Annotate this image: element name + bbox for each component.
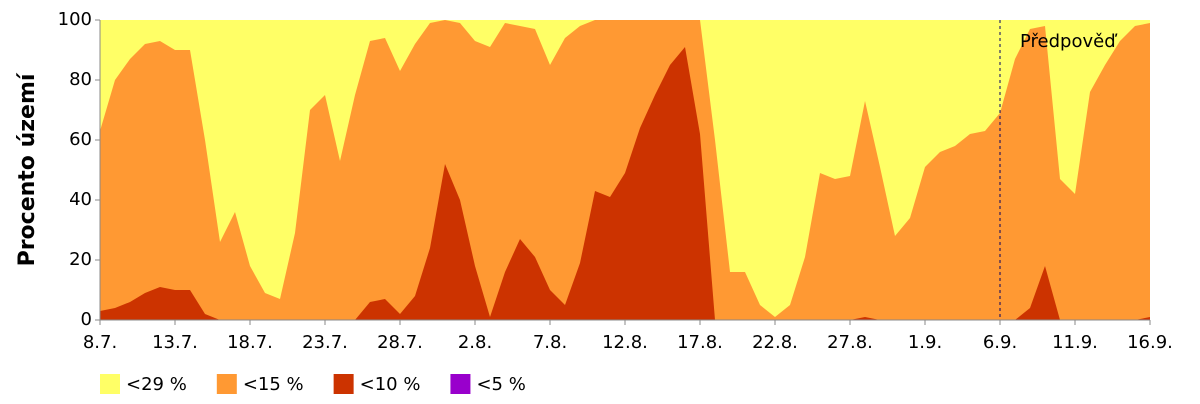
y-tick-label: 60 <box>69 129 92 150</box>
y-axis-label: Procento území <box>15 72 40 266</box>
x-tick-label: 6.9. <box>983 332 1017 353</box>
y-tick-label: 100 <box>58 9 92 30</box>
legend-swatch <box>216 374 237 394</box>
x-tick-label: 28.7. <box>377 332 423 353</box>
area <box>100 20 1150 320</box>
area <box>100 47 1150 320</box>
x-tick-label: 27.8. <box>827 332 873 353</box>
legend-swatch <box>333 374 354 394</box>
legend-label: <5 % <box>476 374 525 395</box>
legend-swatch <box>100 374 120 394</box>
x-tick-label: 8.7. <box>83 332 117 353</box>
x-tick-label: 22.8. <box>752 332 798 353</box>
legend-label: <10 % <box>360 374 421 395</box>
legend-label: <15 % <box>243 374 304 395</box>
y-tick-label: 0 <box>81 309 92 330</box>
y-tick-label: 20 <box>69 249 92 270</box>
y-tick-label: 80 <box>69 69 92 90</box>
x-tick-label: 7.8. <box>533 332 567 353</box>
x-tick-label: 13.7. <box>152 332 198 353</box>
x-tick-label: 11.9. <box>1052 332 1098 353</box>
y-tick-label: 40 <box>69 189 92 210</box>
x-tick-label: 17.8. <box>677 332 723 353</box>
x-tick-label: 2.8. <box>458 332 492 353</box>
legend-swatch <box>450 374 471 394</box>
annotation: Předpověď <box>1020 31 1118 52</box>
x-tick-label: 23.7. <box>302 332 348 353</box>
legend-label: <29 % <box>126 374 187 395</box>
x-tick-label: 1.9. <box>908 332 942 353</box>
x-tick-label: 18.7. <box>227 332 273 353</box>
x-tick-label: 12.8. <box>602 332 648 353</box>
x-tick-label: 16.9. <box>1127 332 1173 353</box>
